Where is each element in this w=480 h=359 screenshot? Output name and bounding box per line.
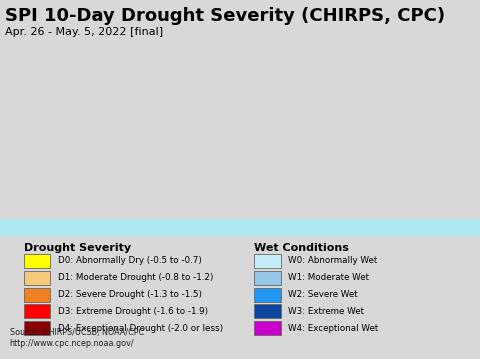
Text: W4: Exceptional Wet: W4: Exceptional Wet [288, 324, 378, 333]
Bar [24, 271, 50, 285]
Bar [24, 321, 50, 335]
Text: D4: Exceptional Drought (-2.0 or less): D4: Exceptional Drought (-2.0 or less) [58, 324, 223, 333]
Text: W1: Moderate Wet: W1: Moderate Wet [288, 273, 369, 282]
Bar [254, 271, 281, 285]
Text: W2: Severe Wet: W2: Severe Wet [288, 290, 358, 299]
Text: D2: Severe Drought (-1.3 to -1.5): D2: Severe Drought (-1.3 to -1.5) [58, 290, 202, 299]
Text: D0: Abnormally Dry (-0.5 to -0.7): D0: Abnormally Dry (-0.5 to -0.7) [58, 256, 202, 266]
Bar [24, 288, 50, 302]
Text: Apr. 26 - May. 5, 2022 [final]: Apr. 26 - May. 5, 2022 [final] [5, 27, 163, 37]
Bar [254, 304, 281, 318]
Text: W0: Abnormally Wet: W0: Abnormally Wet [288, 256, 377, 266]
Text: D1: Moderate Drought (-0.8 to -1.2): D1: Moderate Drought (-0.8 to -1.2) [58, 273, 213, 282]
Text: Wet Conditions: Wet Conditions [254, 243, 349, 253]
Bar [24, 254, 50, 268]
Text: Source: CHIRPS/UCSB, NOAA/CPC
http://www.cpc.ncep.noaa.gov/: Source: CHIRPS/UCSB, NOAA/CPC http://www… [10, 328, 144, 348]
Text: W3: Extreme Wet: W3: Extreme Wet [288, 307, 364, 316]
Text: SPI 10-Day Drought Severity (CHIRPS, CPC): SPI 10-Day Drought Severity (CHIRPS, CPC… [5, 7, 445, 25]
Bar [24, 304, 50, 318]
Bar [254, 321, 281, 335]
Bar [254, 254, 281, 268]
Text: Drought Severity: Drought Severity [24, 243, 131, 253]
Bar [0, 219, 480, 236]
Bar [254, 288, 281, 302]
Text: D3: Extreme Drought (-1.6 to -1.9): D3: Extreme Drought (-1.6 to -1.9) [58, 307, 208, 316]
